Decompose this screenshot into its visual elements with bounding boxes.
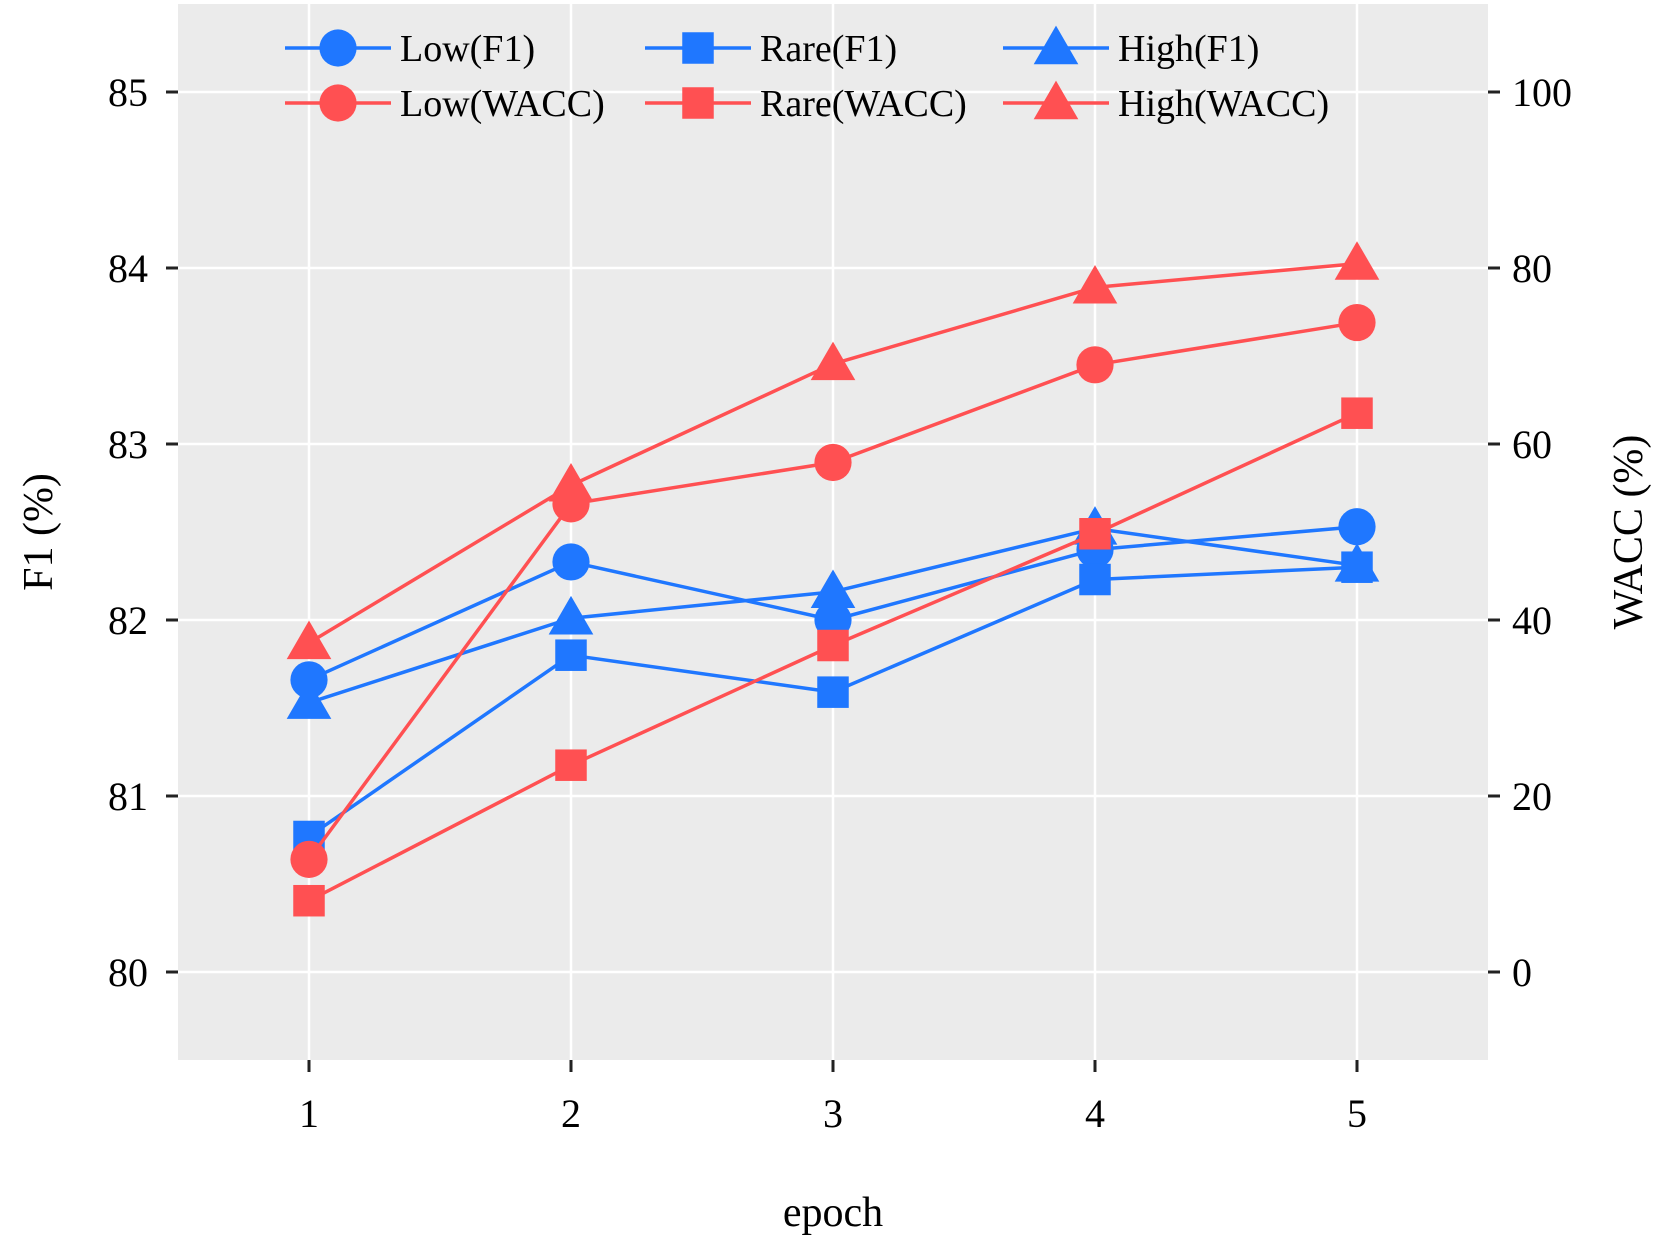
x-tick-label: 2 xyxy=(561,1091,581,1136)
data-point xyxy=(552,543,590,581)
data-point xyxy=(555,749,587,781)
data-point xyxy=(817,629,849,662)
data-point xyxy=(814,601,852,639)
legend-label: High(WACC) xyxy=(1118,83,1329,125)
data-point xyxy=(1341,397,1373,429)
y-left-tick-label: 81 xyxy=(108,774,148,819)
legend-marker xyxy=(1033,25,1079,65)
data-point xyxy=(1076,346,1114,384)
data-point xyxy=(555,639,587,671)
x-tick-label: 5 xyxy=(1347,1091,1367,1136)
y-left-tick-label: 80 xyxy=(108,950,148,995)
x-axis-label: epoch xyxy=(783,1190,883,1236)
legend-marker xyxy=(682,32,714,64)
data-point xyxy=(293,884,325,917)
y-left-tick-label: 82 xyxy=(108,598,148,643)
y-axis-right-label: WACC (%) xyxy=(1606,435,1652,630)
y-right-tick-label: 20 xyxy=(1512,774,1552,819)
y-right-tick-label: 0 xyxy=(1512,950,1532,995)
data-point xyxy=(290,661,328,699)
x-tick-label: 3 xyxy=(823,1091,843,1136)
legend-label: Low(F1) xyxy=(400,28,535,70)
data-point xyxy=(1079,563,1111,596)
data-point xyxy=(814,443,852,482)
data-point xyxy=(1072,265,1118,304)
y-left-tick-label: 85 xyxy=(108,70,148,115)
y-right-tick-label: 60 xyxy=(1512,422,1552,467)
data-point xyxy=(1338,303,1376,342)
legend-item: High(F1) xyxy=(1003,25,1259,70)
legend-label: Rare(F1) xyxy=(760,28,897,70)
legend-item: Low(F1) xyxy=(285,28,535,70)
y-axis-left-label: F1 (%) xyxy=(16,473,62,591)
data-point xyxy=(1338,508,1376,546)
y-left-tick-label: 84 xyxy=(108,246,148,291)
data-point xyxy=(810,341,856,381)
legend: Low(F1) Rare(F1) High(F1) Low(WACC) Rare(WAC… xyxy=(285,25,1329,125)
data-point xyxy=(548,463,594,502)
y-right-tick-label: 40 xyxy=(1512,598,1552,643)
legend-item: Rare(F1) xyxy=(645,28,897,70)
axes: 1 2 3 4 5 80 81 82 83 84 85 0 20 40 60 80 100 xyxy=(108,70,1572,1136)
data-point xyxy=(817,676,849,708)
grid-lines xyxy=(178,4,1488,1060)
data-point xyxy=(1079,518,1111,550)
legend-item: Rare(WACC) xyxy=(645,83,967,125)
data-point xyxy=(810,569,856,609)
y-right-tick-label: 80 xyxy=(1512,246,1552,291)
x-tick-label: 1 xyxy=(299,1091,319,1136)
series-layer xyxy=(286,241,1380,917)
legend-label: Low(WACC) xyxy=(400,83,605,125)
legend-label: High(F1) xyxy=(1118,28,1259,70)
data-point xyxy=(290,840,328,878)
legend-item: Low(WACC) xyxy=(285,83,605,125)
legend-marker xyxy=(682,87,714,119)
x-tick-label: 4 xyxy=(1085,1091,1105,1136)
legend-item: High(WACC) xyxy=(1003,80,1329,125)
data-point xyxy=(1334,543,1380,582)
data-point xyxy=(286,680,332,719)
data-point xyxy=(286,620,332,660)
legend-marker xyxy=(319,29,357,67)
series-Rare(WACC) xyxy=(293,397,1373,917)
y-right-tick-label: 100 xyxy=(1512,70,1572,115)
y-left-tick-label: 83 xyxy=(108,422,148,467)
data-point xyxy=(1334,241,1380,280)
series-High(WACC) xyxy=(286,241,1380,660)
legend-label: Rare(WACC) xyxy=(760,83,967,125)
legend-marker xyxy=(319,84,357,122)
legend-marker xyxy=(1033,80,1079,120)
data-point xyxy=(548,595,594,635)
